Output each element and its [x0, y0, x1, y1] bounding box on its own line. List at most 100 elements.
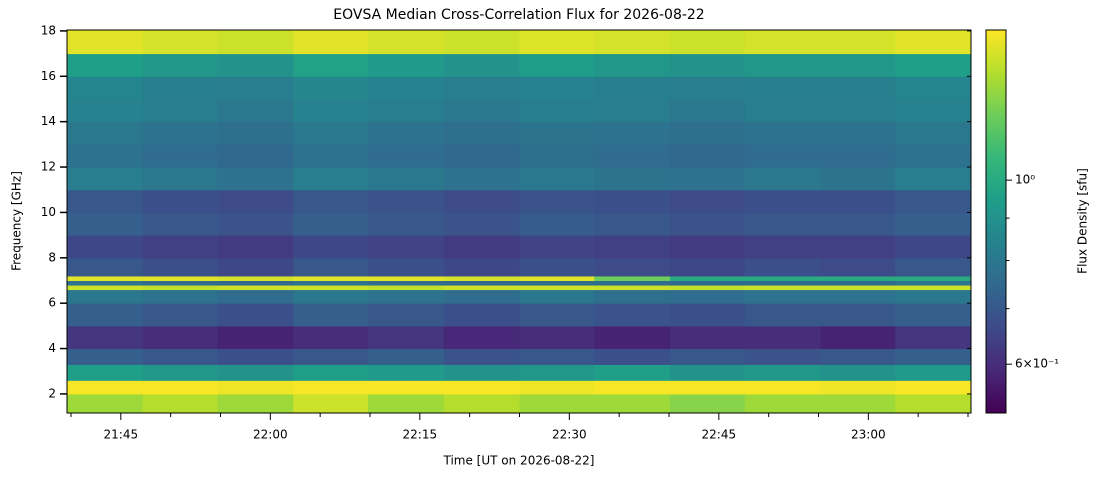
heatmap-cell [142, 275, 219, 281]
heatmap-cell [217, 289, 294, 304]
heatmap-cell [217, 393, 294, 414]
heatmap-cell [293, 289, 369, 304]
heatmap-cell [594, 280, 671, 286]
chart-title: EOVSA Median Cross-Correlation Flux for … [333, 7, 704, 23]
heatmap-cell [443, 144, 520, 168]
heatmap-cell [669, 212, 746, 236]
heatmap-cell [820, 280, 896, 286]
heatmap-cell [594, 393, 671, 414]
heatmap-cell [594, 144, 671, 168]
x-axis-label: Time [UT on 2026-08-22] [443, 454, 595, 468]
heatmap-cell [744, 280, 821, 286]
heatmap [67, 30, 972, 414]
heatmap-cell [744, 257, 821, 277]
heatmap-cell [669, 76, 746, 100]
heatmap-cell [519, 325, 595, 350]
x-tick-label: 22:00 [253, 428, 288, 442]
heatmap-cell [820, 76, 896, 100]
heatmap-cell [895, 325, 972, 350]
heatmap-cell [217, 285, 294, 291]
heatmap-cell [895, 303, 972, 327]
heatmap-cell [368, 280, 445, 286]
heatmap-cell [820, 144, 896, 168]
y-tick-label: 8 [48, 250, 56, 264]
heatmap-cell [217, 364, 294, 381]
heatmap-cell [820, 303, 896, 327]
heatmap-cell [669, 275, 746, 281]
heatmap-cell [368, 98, 445, 123]
heatmap-cell [67, 167, 144, 191]
heatmap-cell [293, 364, 369, 381]
heatmap-cell [443, 325, 520, 350]
heatmap-cell [895, 257, 972, 277]
heatmap-cell [744, 212, 821, 236]
heatmap-cell [293, 144, 369, 168]
heatmap-cell [669, 121, 746, 145]
heatmap-cell [895, 53, 972, 77]
heatmap-cell [67, 364, 144, 381]
y-tick-label: 4 [48, 341, 56, 355]
heatmap-cell [594, 289, 671, 304]
heatmap-cell [443, 289, 520, 304]
heatmap-cell [142, 235, 219, 259]
heatmap-cell [594, 325, 671, 350]
heatmap-cell [519, 280, 595, 286]
heatmap-cell [519, 189, 595, 213]
heatmap-cell [594, 303, 671, 327]
heatmap-cell [293, 380, 369, 395]
heatmap-cell [443, 30, 520, 55]
heatmap-cell [895, 393, 972, 414]
heatmap-cell [669, 189, 746, 213]
heatmap-cell [368, 212, 445, 236]
heatmap-cell [368, 380, 445, 395]
heatmap-cell [217, 303, 294, 327]
heatmap-cell [67, 189, 144, 213]
heatmap-cell [217, 189, 294, 213]
heatmap-cell [368, 121, 445, 145]
heatmap-cell [820, 348, 896, 365]
heatmap-cell [142, 30, 219, 55]
heatmap-cell [368, 303, 445, 327]
heatmap-cell [142, 144, 219, 168]
heatmap-cell [142, 212, 219, 236]
heatmap-cell [820, 289, 896, 304]
heatmap-cell [142, 98, 219, 123]
heatmap-cell [293, 257, 369, 277]
heatmap-cell [820, 189, 896, 213]
heatmap-cell [669, 364, 746, 381]
y-tick-label: 6 [48, 296, 56, 310]
heatmap-cell [820, 167, 896, 191]
heatmap-cell [820, 53, 896, 77]
heatmap-cell [368, 189, 445, 213]
heatmap-cell [142, 285, 219, 291]
heatmap-cell [669, 257, 746, 277]
heatmap-cell [368, 167, 445, 191]
x-tick-label: 22:30 [552, 428, 587, 442]
heatmap-cell [519, 53, 595, 77]
heatmap-cell [519, 235, 595, 259]
heatmap-cell [744, 167, 821, 191]
heatmap-cell [142, 257, 219, 277]
heatmap-cell [669, 280, 746, 286]
heatmap-cell [217, 235, 294, 259]
heatmap-cell [217, 76, 294, 100]
heatmap-cell [519, 285, 595, 291]
heatmap-cell [443, 303, 520, 327]
heatmap-cell [293, 280, 369, 286]
heatmap-cell [594, 275, 671, 281]
heatmap-cell [519, 30, 595, 55]
heatmap-cell [142, 53, 219, 77]
heatmap-cell [142, 303, 219, 327]
heatmap-cell [744, 325, 821, 350]
heatmap-cell [443, 257, 520, 277]
heatmap-cell [669, 53, 746, 77]
heatmap-cell [142, 121, 219, 145]
heatmap-cell [669, 285, 746, 291]
heatmap-cell [594, 189, 671, 213]
heatmap-cell [67, 325, 144, 350]
heatmap-cell [142, 364, 219, 381]
heatmap-cell [67, 235, 144, 259]
heatmap-cell [67, 98, 144, 123]
y-axis-label: Frequency [GHz] [10, 171, 24, 271]
